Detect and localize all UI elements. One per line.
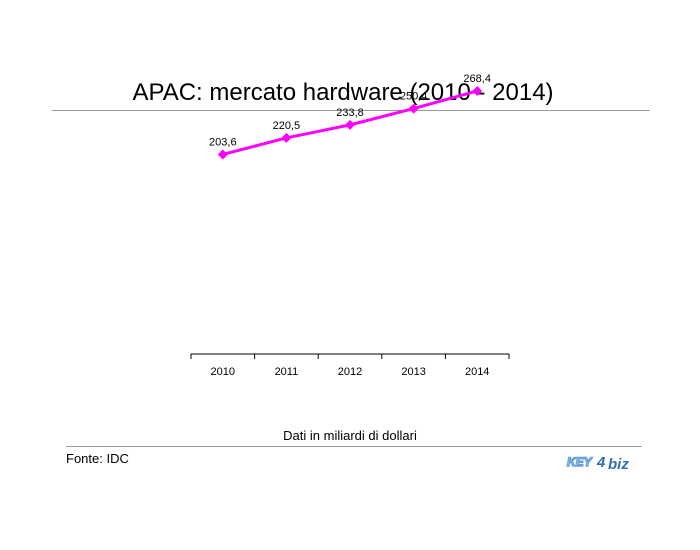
footer-divider (66, 446, 642, 447)
data-label-2012: 233,8 (336, 107, 364, 119)
x-tick-label-2011: 2011 (275, 366, 299, 378)
svg-text:biz: biz (608, 456, 629, 473)
key4biz-logo: KEY 4 biz (566, 454, 629, 473)
data-label-2010: 203,6 (209, 136, 237, 148)
data-label-2013: 250,4 (400, 91, 428, 103)
data-point-2014 (472, 85, 483, 96)
data-point-2010 (217, 149, 228, 160)
svg-text:KEY: KEY (567, 455, 593, 469)
x-tick-label-2013: 2013 (401, 366, 425, 378)
units-note: Dati in miliardi di dollari (283, 428, 417, 443)
x-tick-label-2014: 2014 (465, 366, 489, 378)
x-tick-label-2010: 2010 (211, 366, 235, 378)
data-label-2014: 268,4 (463, 73, 491, 85)
title-divider (52, 110, 650, 111)
data-point-2013 (408, 103, 419, 114)
chart-title: APAC: mercato hardware (2010 - 2014) (132, 79, 554, 106)
x-tick-label-2012: 2012 (338, 366, 362, 378)
data-label-2011: 220,5 (273, 120, 301, 132)
data-point-2012 (345, 119, 355, 130)
svg-text:4: 4 (596, 454, 606, 471)
source-note: Fonte: IDC (66, 451, 129, 466)
data-point-2011 (281, 132, 292, 143)
